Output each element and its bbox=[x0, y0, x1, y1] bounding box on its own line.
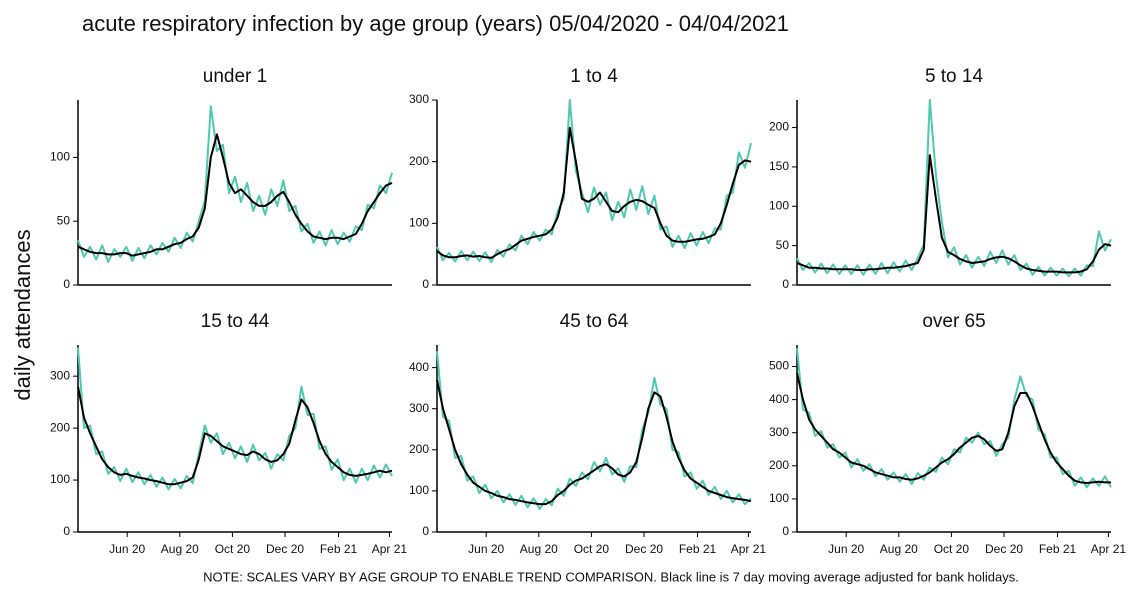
x-tick-label: Feb 21 bbox=[1039, 542, 1077, 556]
y-tick-label: 0 bbox=[63, 524, 70, 538]
y-tick-label: 200 bbox=[50, 420, 70, 434]
y-tick-label: 100 bbox=[769, 198, 789, 212]
y-tick-label: 150 bbox=[769, 159, 789, 173]
series-line bbox=[436, 379, 752, 506]
x-tick-label: Apr 21 bbox=[372, 542, 408, 556]
x-tick-label: Oct 20 bbox=[574, 542, 610, 556]
x-tick-label: Jun 20 bbox=[828, 542, 864, 556]
x-tick-label: Aug 20 bbox=[880, 542, 918, 556]
series-line bbox=[77, 105, 393, 263]
y-tick-label: 100 bbox=[50, 472, 70, 486]
y-tick-label: 100 bbox=[769, 491, 789, 505]
x-tick-label: Oct 20 bbox=[215, 542, 251, 556]
panel-title: 1 to 4 bbox=[570, 66, 618, 87]
y-tick-label: 100 bbox=[409, 483, 429, 497]
y-tick-label: 300 bbox=[409, 401, 429, 415]
x-tick-label: Aug 20 bbox=[520, 542, 558, 556]
series-line bbox=[436, 351, 752, 510]
x-tick-label: Aug 20 bbox=[161, 542, 199, 556]
y-tick-label: 0 bbox=[782, 277, 789, 291]
x-tick-label: Jun 20 bbox=[109, 542, 145, 556]
figure-title: acute respiratory infection by age group… bbox=[82, 11, 789, 36]
y-tick-label: 0 bbox=[422, 277, 429, 291]
x-tick-label: Dec 20 bbox=[266, 542, 304, 556]
y-tick-label: 0 bbox=[63, 277, 70, 291]
footnote: NOTE: SCALES VARY BY AGE GROUP TO ENABLE… bbox=[203, 569, 1019, 584]
x-tick-label: Feb 21 bbox=[320, 542, 358, 556]
x-tick-label: Dec 20 bbox=[985, 542, 1023, 556]
y-tick-label: 200 bbox=[769, 458, 789, 472]
x-tick-label: Feb 21 bbox=[679, 542, 717, 556]
series-line bbox=[436, 126, 752, 259]
y-tick-label: 200 bbox=[409, 154, 429, 168]
y-tick-label: 50 bbox=[57, 213, 71, 227]
panel-title: under 1 bbox=[203, 66, 267, 87]
y-tick-label: 100 bbox=[409, 216, 429, 230]
panel-title: 15 to 44 bbox=[201, 311, 270, 332]
y-tick-label: 300 bbox=[409, 92, 429, 106]
panel-title: 45 to 64 bbox=[560, 311, 629, 332]
series-line bbox=[77, 347, 393, 491]
y-tick-label: 300 bbox=[50, 368, 70, 382]
x-tick-label: Apr 21 bbox=[1091, 542, 1127, 556]
y-tick-label: 200 bbox=[409, 442, 429, 456]
y-tick-label: 0 bbox=[422, 524, 429, 538]
y-axis-label: daily attendances bbox=[10, 229, 35, 400]
y-tick-label: 300 bbox=[769, 425, 789, 439]
panel-title: over 65 bbox=[922, 311, 985, 332]
y-tick-label: 0 bbox=[782, 524, 789, 538]
y-tick-label: 50 bbox=[776, 238, 790, 252]
series-line bbox=[77, 386, 393, 486]
panel-title: 5 to 14 bbox=[925, 66, 984, 87]
y-tick-label: 200 bbox=[769, 120, 789, 134]
x-tick-label: Apr 21 bbox=[731, 542, 767, 556]
x-tick-label: Oct 20 bbox=[934, 542, 970, 556]
series-line bbox=[77, 133, 393, 257]
y-tick-label: 100 bbox=[50, 150, 70, 164]
y-tick-label: 400 bbox=[769, 392, 789, 406]
x-tick-label: Dec 20 bbox=[625, 542, 663, 556]
series-line bbox=[436, 99, 752, 264]
series-line bbox=[796, 348, 1112, 489]
series-line bbox=[796, 372, 1111, 484]
series-line bbox=[796, 99, 1112, 278]
x-tick-label: Jun 20 bbox=[468, 542, 504, 556]
y-tick-label: 500 bbox=[769, 359, 789, 373]
y-tick-label: 400 bbox=[409, 360, 429, 374]
series-line bbox=[796, 154, 1112, 274]
